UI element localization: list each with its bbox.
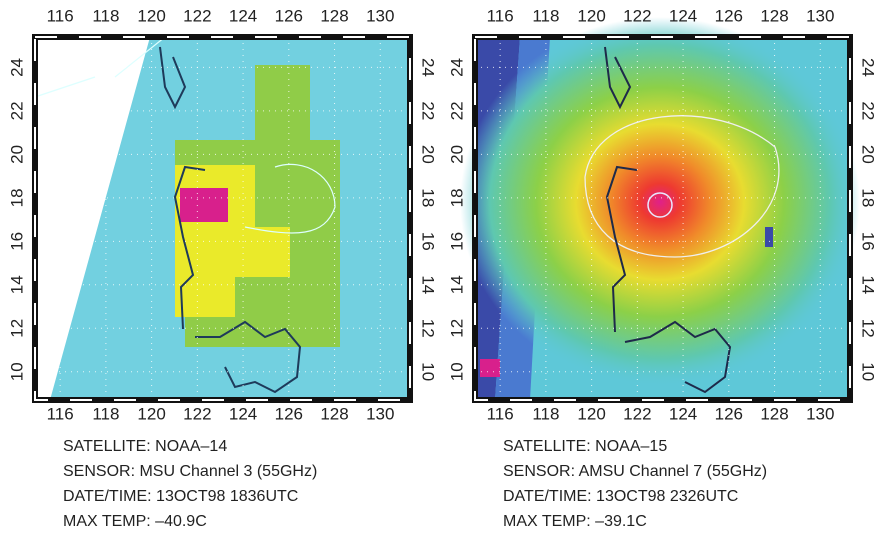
lon-tick-label: 124 (669, 6, 697, 25)
caption-line: MAX TEMP: –39.1C (503, 513, 647, 530)
lat-tick-label: 14 (859, 275, 878, 294)
lon-tick-label: 118 (92, 404, 119, 423)
lat-tick-label: 24 (859, 58, 878, 77)
lat-tick-label: 24 (447, 58, 466, 77)
lat-tick-label: 12 (7, 319, 26, 338)
caption-line: SATELLITE: NOAA–14 (63, 438, 227, 455)
map-panel (460, 17, 860, 400)
lat-tick-label: 10 (7, 362, 26, 381)
caption-line: DATE/TIME: 13OCT98 1836UTC (63, 488, 298, 505)
lat-tick-label: 22 (419, 101, 438, 120)
lon-tick-label: 130 (806, 6, 834, 25)
lon-tick-label: 116 (487, 404, 514, 423)
lon-tick-label: 124 (669, 404, 697, 423)
lat-tick-label: 22 (447, 101, 466, 120)
lat-tick-label: 10 (859, 362, 878, 381)
caption-line: DATE/TIME: 13OCT98 2326UTC (503, 488, 738, 505)
pixel-block (480, 359, 500, 377)
contour (584, 115, 780, 258)
caption-line: MAX TEMP: –40.9C (63, 513, 207, 530)
lon-tick-label: 126 (715, 6, 743, 25)
pixel-block (765, 227, 773, 247)
lat-tick-label: 22 (7, 101, 26, 120)
lat-tick-label: 16 (7, 232, 26, 251)
lon-tick-label: 122 (623, 404, 651, 423)
lat-tick-label: 16 (447, 232, 466, 251)
map-panel (34, 36, 410, 400)
lat-tick-label: 14 (7, 275, 26, 294)
lat-tick-label: 12 (859, 319, 878, 338)
lat-tick-label: 10 (419, 362, 438, 381)
lon-tick-label: 128 (760, 6, 788, 25)
lat-tick-label: 12 (419, 319, 438, 338)
region-magenta (180, 188, 228, 222)
lon-tick-label: 122 (623, 6, 651, 25)
lat-tick-label: 24 (419, 58, 438, 77)
lon-tick-label: 116 (47, 404, 74, 423)
lon-tick-label: 118 (92, 6, 119, 25)
lon-tick-label: 120 (577, 6, 605, 25)
lon-tick-label: 128 (320, 404, 348, 423)
coastline (159, 46, 302, 394)
lon-tick-label: 126 (275, 404, 303, 423)
lat-tick-label: 16 (419, 232, 438, 251)
lon-tick-label: 124 (229, 404, 257, 423)
storm-field (460, 17, 860, 387)
lat-tick-label: 20 (447, 145, 466, 164)
lon-tick-label: 130 (366, 6, 394, 25)
lon-tick-label: 120 (137, 404, 165, 423)
lat-tick-label: 22 (859, 101, 878, 120)
lon-tick-label: 120 (577, 404, 605, 423)
lat-tick-label: 20 (7, 145, 26, 164)
lon-tick-label: 130 (806, 404, 834, 423)
lon-tick-label: 118 (532, 6, 559, 25)
caption-line: SENSOR: MSU Channel 3 (55GHz) (63, 463, 317, 480)
lat-tick-label: 12 (447, 319, 466, 338)
contour (647, 192, 673, 218)
lat-tick-label: 10 (447, 362, 466, 381)
lon-tick-label: 116 (47, 6, 74, 25)
lat-tick-label: 18 (447, 188, 466, 207)
contour (34, 36, 336, 234)
lon-tick-label: 128 (320, 6, 348, 25)
lat-tick-label: 18 (419, 188, 438, 207)
coastline (604, 46, 732, 394)
lon-tick-label: 124 (229, 6, 257, 25)
lon-tick-label: 126 (715, 404, 743, 423)
caption-line: SENSOR: AMSU Channel 7 (55GHz) (503, 463, 767, 480)
lat-tick-label: 18 (859, 188, 878, 207)
lat-tick-label: 24 (7, 58, 26, 77)
frame-pattern (34, 36, 411, 401)
lat-tick-label: 14 (447, 275, 466, 294)
lat-tick-label: 20 (419, 145, 438, 164)
frame-pattern (474, 36, 851, 401)
lon-tick-label: 122 (183, 6, 211, 25)
lat-tick-label: 16 (859, 232, 878, 251)
caption-line: SATELLITE: NOAA–15 (503, 438, 667, 455)
lon-tick-label: 128 (760, 404, 788, 423)
lon-tick-label: 126 (275, 6, 303, 25)
lat-tick-label: 14 (419, 275, 438, 294)
lon-tick-label: 118 (532, 404, 559, 423)
lat-tick-label: 20 (859, 145, 878, 164)
lon-tick-label: 116 (487, 6, 514, 25)
lon-tick-label: 120 (137, 6, 165, 25)
lon-tick-label: 130 (366, 404, 394, 423)
lat-tick-label: 18 (7, 188, 26, 207)
swath-gap (35, 37, 150, 400)
lon-tick-label: 122 (183, 404, 211, 423)
